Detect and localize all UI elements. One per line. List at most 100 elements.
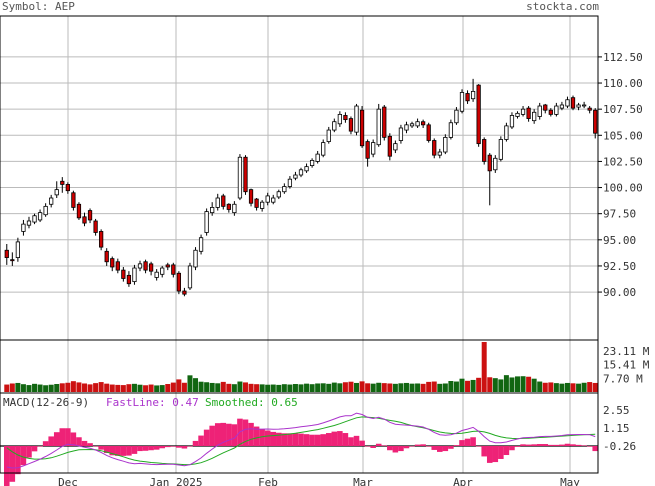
- macd-histogram-bar: [553, 444, 560, 446]
- macd-histogram-bar: [259, 429, 265, 446]
- volume-bar: [442, 383, 448, 392]
- macd-histogram-bar: [309, 434, 315, 446]
- macd-histogram-bar: [586, 446, 593, 447]
- price-axis: 112.50 110.00 107.50 105.00 102.50 100.00 97.5…: [598, 51, 643, 299]
- brand-label[interactable]: stockta.com: [526, 0, 599, 13]
- price-tick-label: 105.00: [603, 129, 643, 142]
- volume-bar: [98, 382, 104, 392]
- candle: [498, 136, 503, 162]
- macd-histogram-bar: [498, 446, 504, 459]
- volume-bars: [4, 342, 598, 392]
- volume-bar: [109, 384, 115, 392]
- volume-bar: [564, 382, 570, 392]
- macd-tick-label: -0.26: [603, 440, 636, 453]
- macd-histogram-bar: [520, 444, 526, 446]
- candle: [65, 182, 70, 194]
- macd-histogram-bar: [76, 437, 82, 446]
- volume-bar: [59, 383, 65, 392]
- volume-bar: [337, 383, 343, 392]
- volume-bar: [553, 383, 559, 392]
- candle: [382, 104, 387, 141]
- candle: [359, 106, 365, 148]
- macd-histogram-bar: [287, 433, 293, 446]
- macd-histogram-bar: [475, 446, 482, 447]
- volume-bar: [170, 382, 176, 392]
- date-tick-label: Mar: [353, 476, 373, 486]
- volume-bar: [309, 384, 315, 392]
- candle: [365, 139, 370, 167]
- candle: [49, 194, 54, 208]
- candle: [415, 118, 420, 128]
- price-panel-border: [0, 15, 599, 341]
- macd-histogram-bar: [53, 432, 60, 446]
- macd-fastline-label: FastLine: 0.47: [106, 396, 199, 409]
- volume-bar: [470, 379, 476, 392]
- candle: [160, 265, 165, 278]
- candle: [143, 259, 148, 274]
- volume-bar: [503, 375, 509, 392]
- volume-bar: [498, 379, 504, 392]
- macd-histogram-bar: [303, 434, 310, 446]
- volume-bar: [326, 383, 332, 392]
- volume-bar: [9, 383, 15, 392]
- macd-histogram-bar: [398, 446, 404, 452]
- candle: [309, 158, 315, 168]
- macd-histogram-bar: [442, 446, 449, 452]
- candle: [115, 258, 120, 274]
- candle: [182, 287, 187, 297]
- macd-axis: 2.55 1.15 -0.26: [603, 404, 636, 453]
- volume-bar: [37, 384, 43, 392]
- macd-histogram-bar: [48, 436, 54, 446]
- macd-histogram-bar: [420, 444, 426, 446]
- volume-bar: [87, 384, 93, 392]
- macd-histogram-bar: [87, 443, 93, 446]
- macd-histogram-bar: [120, 446, 127, 456]
- volume-bar: [215, 383, 221, 392]
- price-tick-label: 97.50: [603, 208, 636, 221]
- candle: [15, 237, 20, 262]
- candle: [237, 154, 243, 201]
- volume-tick-label: 15.41 M: [603, 359, 650, 372]
- macd-histogram-bar: [59, 428, 66, 446]
- candle: [426, 122, 431, 143]
- date-tick-label: Jan 2025: [150, 476, 203, 486]
- volume-bar: [437, 383, 443, 392]
- volume-bar: [198, 381, 204, 392]
- macd-histogram-bar: [575, 444, 582, 446]
- candle: [537, 102, 542, 120]
- volume-bar: [165, 384, 171, 392]
- volume-bar: [176, 379, 182, 392]
- candle: [154, 269, 159, 281]
- macd-histogram-bar: [192, 440, 199, 446]
- macd-histogram-bar: [70, 432, 77, 446]
- candle: [99, 229, 104, 251]
- volume-bar: [209, 382, 215, 392]
- volume-bar: [104, 383, 110, 392]
- candle: [248, 188, 254, 207]
- candle: [587, 106, 592, 114]
- volume-bar: [276, 384, 282, 392]
- candle: [559, 101, 565, 111]
- candle: [526, 106, 531, 122]
- candle: [454, 107, 459, 125]
- candle: [60, 177, 65, 193]
- volume-bar: [587, 382, 593, 392]
- candle: [43, 203, 48, 217]
- macd-tick-label: 2.55: [603, 404, 630, 417]
- candle: [132, 264, 137, 285]
- volume-bar: [509, 377, 515, 392]
- macd-histogram-bar: [486, 446, 493, 463]
- macd-histogram-bar: [187, 446, 193, 447]
- macd-histogram-bar: [264, 430, 271, 446]
- macd-histogram-bar: [509, 446, 515, 451]
- candle: [37, 209, 43, 223]
- candle: [171, 262, 176, 278]
- macd-histogram-bar: [359, 440, 365, 446]
- macd-histogram-bar: [142, 446, 149, 451]
- volume-bar: [420, 383, 426, 392]
- volume-bar: [265, 384, 271, 392]
- volume-bar: [304, 383, 310, 392]
- macd-smoothed-line: [6, 416, 596, 466]
- macd-histogram-bar: [92, 446, 99, 447]
- candle: [260, 200, 265, 212]
